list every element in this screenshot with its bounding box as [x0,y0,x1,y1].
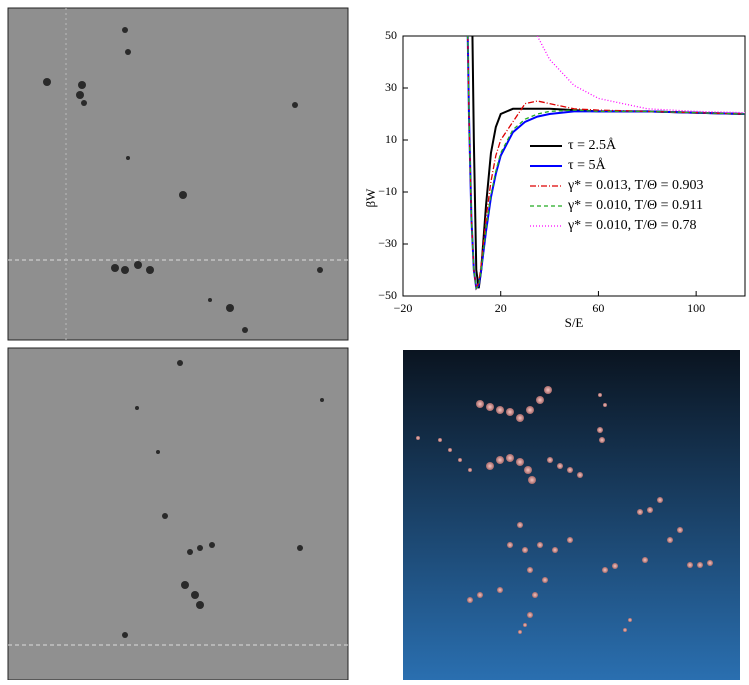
x-tick-label: 20 [495,301,507,315]
y-tick-label: 10 [385,132,397,146]
legend-label: τ = 5Å [568,157,607,173]
micrograph-top [8,8,348,340]
legend-label: γ* = 0.013, T/Θ = 0.903 [567,178,704,193]
chart: βW S/E −50 −30 −10 10 30 50 −20 20 60 100 τ = 2.5Å… [363,0,745,330]
legend-label: γ* = 0.010, T/Θ = 0.911 [567,198,703,213]
legend-label: τ = 2.5Å [568,137,617,153]
micrograph-bottom [8,348,348,680]
x-tick-label: 100 [687,301,705,315]
render-3d [403,350,740,680]
y-tick-label: −30 [378,236,397,250]
y-tick-label: 50 [385,28,397,42]
figure: βW S/E −50 −30 −10 10 30 50 −20 20 60 100 τ = 2.5Å… [0,0,749,680]
series-line [537,36,745,113]
y-tick-label: −10 [378,184,397,198]
page: {"chart_data": {"type": "line", "x_label… [0,0,749,680]
y-tick-label: 30 [385,80,397,94]
x-tick-label: 60 [592,301,604,315]
x-axis-label: S/E [565,315,584,330]
legend-label: γ* = 0.010, T/Θ = 0.78 [567,218,697,233]
y-tick-label: −50 [378,288,397,302]
x-tick-label: −20 [394,301,413,315]
y-axis-label: βW [363,188,378,208]
